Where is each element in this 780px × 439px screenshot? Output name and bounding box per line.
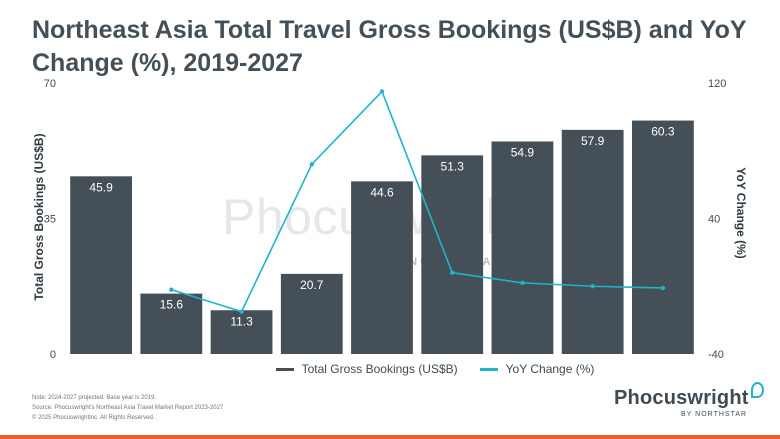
y-tick-label: 35 — [44, 214, 56, 226]
yoy-point-2023 — [379, 89, 385, 94]
bar-value-label: 51.3 — [441, 159, 465, 173]
y2-axis-ticks: -40 40 120 — [708, 78, 726, 360]
footnote-copyright: © 2025 PhocuswrightInc. All Rights Reser… — [32, 415, 155, 421]
y2-tick-label: -40 — [708, 349, 724, 360]
legend-item-yoy: YoY Change (%) — [479, 362, 595, 376]
yoy-point-2020 — [169, 287, 174, 292]
yoy-point-2024 — [450, 270, 455, 275]
legend-label-bookings: Total Gross Bookings (US$B) — [301, 362, 458, 376]
brand-logo: Phocuswright — [614, 382, 764, 410]
bar-2026 — [561, 129, 624, 354]
bar-2023 — [351, 181, 413, 354]
bar-value-label: 11.3 — [230, 314, 253, 328]
bar-2027 — [631, 120, 694, 354]
legend-item-bookings: Total Gross Bookings (US$B) — [186, 362, 458, 376]
yoy-line-path — [171, 90, 663, 313]
brand-mark-icon — [750, 382, 764, 398]
bar-value-label: 20.7 — [300, 278, 324, 292]
bar-value-label: 54.9 — [511, 145, 535, 159]
brand-name: Phocuswright — [614, 387, 749, 409]
footnote-note: Note: 2024-2027 projected. Base year is … — [32, 395, 157, 401]
bar-2024 — [421, 155, 484, 354]
brand-sub: BY NORTHSTAR — [681, 411, 748, 418]
bar-value-label: 15.6 — [160, 298, 184, 312]
y2-tick-label: 120 — [708, 78, 726, 90]
y2-tick-label: 40 — [708, 214, 720, 226]
yoy-point-2027 — [660, 285, 666, 291]
chart-title: Northeast Asia Total Travel Gross Bookin… — [32, 16, 747, 77]
yoy-point-2021 — [239, 309, 244, 314]
y-tick-label: 0 — [50, 349, 56, 360]
bar-value-label: 45.9 — [89, 180, 113, 194]
legend-label-yoy: YoY Change (%) — [505, 362, 595, 376]
bar-2019 — [70, 176, 133, 354]
y2-axis-label: YoY Change (%) — [734, 167, 748, 259]
yoy-point-2026 — [590, 284, 595, 289]
legend: Total Gross Bookings (US$B) YoY Change (… — [0, 362, 780, 376]
chart-area: Total Gross Bookings (US$B) YoY Change (… — [32, 78, 748, 360]
y-axis-ticks: 0 35 70 — [44, 78, 56, 360]
yoy-line — [169, 89, 666, 314]
bar-value-label: 44.6 — [370, 185, 394, 199]
footer-rule — [0, 435, 780, 439]
bars: 45.9 15.6 11.3 20.7 44.6 51.3 54.9 57.9 60.3 — [70, 120, 694, 354]
legend-swatch-bookings — [275, 367, 294, 371]
yoy-point-2025 — [520, 280, 525, 286]
y-tick-label: 70 — [44, 78, 56, 90]
bar-2020 — [140, 293, 203, 354]
footnotes: Note: 2024-2027 projected. Base year is … — [32, 393, 223, 423]
yoy-point-2022 — [309, 162, 314, 167]
bar-value-label: 60.3 — [651, 125, 675, 139]
y-axis-label: Total Gross Bookings (US$B) — [32, 133, 46, 300]
bar-value-label: 57.9 — [581, 134, 605, 148]
bar-2021 — [210, 310, 273, 354]
bar-2025 — [491, 141, 554, 354]
footnote-source: Source: Phocuswright's Northeast Asia Tr… — [32, 405, 224, 411]
legend-swatch-yoy — [479, 367, 498, 371]
bar-2022 — [280, 273, 343, 354]
